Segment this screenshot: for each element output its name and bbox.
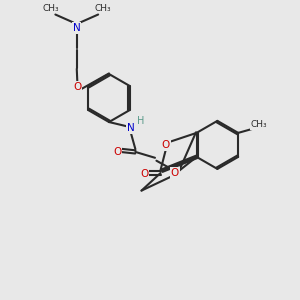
Text: CH₃: CH₃ [251, 121, 268, 130]
Text: O: O [113, 147, 121, 157]
Text: O: O [162, 140, 170, 150]
Text: CH₃: CH₃ [95, 4, 111, 13]
Text: O: O [73, 82, 82, 92]
Text: O: O [140, 169, 148, 179]
Text: CH₃: CH₃ [42, 4, 59, 13]
Text: N: N [127, 123, 135, 133]
Text: N: N [73, 23, 81, 33]
Text: O: O [170, 168, 179, 178]
Text: H: H [136, 116, 144, 127]
